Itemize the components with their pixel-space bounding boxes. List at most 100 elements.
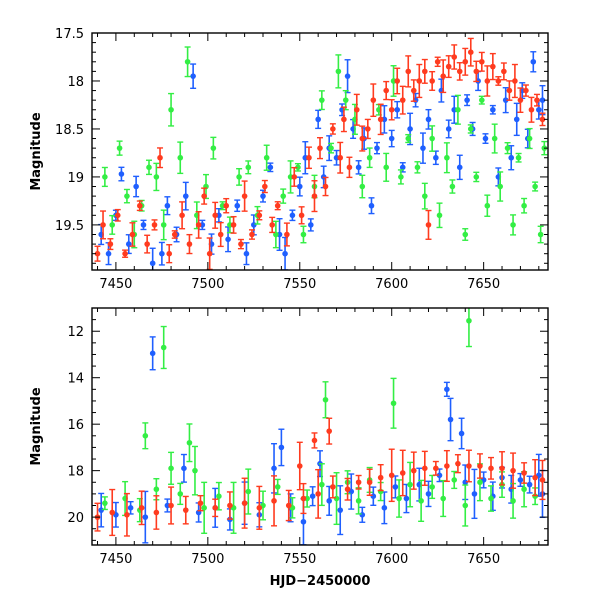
x-tick-label: 7450	[99, 552, 132, 567]
x-axis-title: HJD−2450000	[270, 574, 371, 589]
data-point	[271, 465, 277, 472]
data-point	[296, 183, 303, 190]
data-point	[466, 317, 472, 324]
data-point	[212, 212, 218, 219]
data-point	[355, 164, 362, 171]
data-point	[422, 68, 428, 75]
data-point	[410, 87, 417, 94]
data-point	[337, 507, 344, 513]
data-point	[381, 505, 388, 511]
data-point	[151, 222, 158, 228]
data-point	[456, 164, 463, 171]
data-point	[116, 145, 123, 151]
data-point	[399, 164, 406, 171]
data-point	[425, 222, 432, 228]
bottom-panel: 7450 7500 7550 7600 7650 12 14 16 18 20 Magnitude H…	[29, 307, 549, 589]
data-point	[164, 202, 171, 209]
data-point	[278, 444, 285, 451]
data-point	[245, 488, 252, 495]
data-layer	[94, 308, 546, 545]
data-point	[383, 87, 389, 94]
y-tick-label: 19.5	[55, 219, 84, 234]
data-point	[523, 87, 529, 94]
y-tick-label: 18.5	[55, 123, 84, 138]
data-point	[462, 502, 469, 509]
data-point	[398, 174, 404, 180]
data-point	[274, 202, 281, 209]
data-point	[416, 78, 423, 84]
data-point	[100, 222, 106, 228]
data-point	[499, 465, 505, 472]
data-point	[429, 484, 435, 490]
data-point	[359, 135, 366, 142]
data-point	[335, 68, 342, 75]
data-point	[300, 495, 307, 502]
data-point	[488, 495, 494, 502]
data-point	[308, 222, 314, 228]
data-point	[394, 106, 401, 113]
data-point	[289, 212, 296, 219]
data-point	[309, 493, 316, 500]
data-point	[388, 106, 395, 113]
data-point	[473, 174, 480, 180]
data-point	[370, 97, 377, 103]
data-point	[462, 231, 469, 238]
data-point	[418, 498, 424, 504]
data-point	[245, 164, 252, 171]
data-point	[241, 193, 248, 199]
data-point	[394, 78, 401, 84]
data-point	[501, 68, 507, 75]
data-point	[447, 416, 454, 423]
data-point	[192, 467, 198, 474]
y-tick-label: 17.5	[55, 27, 84, 42]
data-point	[341, 116, 347, 123]
data-point	[300, 231, 307, 238]
data-point	[502, 97, 509, 103]
data-point	[280, 193, 287, 199]
data-point	[388, 472, 395, 479]
data-point	[477, 463, 483, 469]
data-point	[405, 68, 412, 75]
data-point	[157, 154, 163, 161]
data-point	[166, 250, 173, 257]
data-point	[138, 505, 145, 511]
y-tick-label: 18	[67, 75, 84, 90]
data-point	[263, 154, 270, 161]
data-point	[466, 463, 472, 469]
data-point	[539, 97, 546, 103]
data-point	[539, 116, 546, 123]
series-2	[94, 417, 546, 537]
data-point	[377, 474, 384, 481]
data-point	[388, 135, 395, 142]
data-point	[482, 135, 489, 142]
data-point	[396, 495, 402, 502]
data-point	[186, 439, 193, 446]
data-point	[444, 386, 450, 393]
data-point	[238, 241, 244, 247]
data-point	[179, 212, 185, 219]
data-point	[274, 484, 281, 490]
data-point	[491, 135, 498, 142]
data-point	[539, 477, 546, 483]
data-point	[521, 470, 527, 476]
data-point	[142, 514, 149, 520]
data-point	[94, 250, 101, 257]
data-point	[436, 472, 443, 479]
data-point	[479, 58, 485, 65]
top-panel: 7450 7500 7550 7600 7650 17.5 18 18.5 19 19.5 Magn…	[29, 27, 549, 292]
data-point	[370, 493, 377, 500]
data-point	[528, 106, 535, 113]
data-point	[422, 193, 428, 199]
y-tick-label: 16	[67, 418, 84, 433]
data-point	[144, 241, 150, 247]
data-point	[467, 49, 474, 55]
data-point	[262, 183, 268, 190]
data-point	[526, 481, 533, 488]
data-point	[521, 202, 527, 209]
data-point	[484, 78, 491, 84]
data-point	[333, 495, 340, 502]
data-point	[359, 511, 366, 518]
y-axis-title: Magnitude	[29, 387, 44, 466]
data-point	[477, 479, 483, 486]
